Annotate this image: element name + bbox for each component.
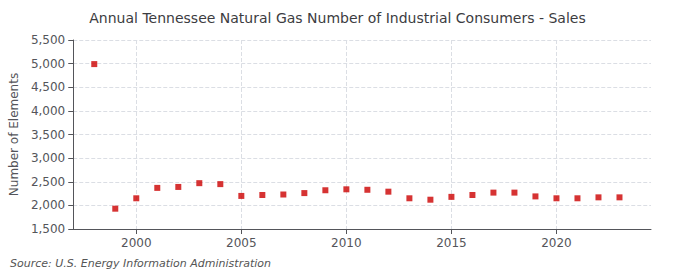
- svg-text:2020: 2020: [541, 236, 572, 250]
- svg-text:2000: 2000: [121, 236, 152, 250]
- svg-text:Number of Elements: Number of Elements: [7, 73, 21, 196]
- svg-text:2010: 2010: [331, 236, 362, 250]
- svg-text:3,500: 3,500: [31, 128, 65, 142]
- svg-text:2015: 2015: [436, 236, 467, 250]
- svg-text:2,500: 2,500: [31, 175, 65, 189]
- svg-text:3,000: 3,000: [31, 151, 65, 165]
- svg-text:1,500: 1,500: [31, 222, 65, 236]
- svg-text:4,500: 4,500: [31, 80, 65, 94]
- svg-text:Annual Tennessee Natural Gas N: Annual Tennessee Natural Gas Number of I…: [89, 10, 585, 26]
- svg-text:4,000: 4,000: [31, 104, 65, 118]
- svg-text:5,000: 5,000: [31, 57, 65, 71]
- svg-text:5,500: 5,500: [31, 33, 65, 47]
- svg-text:Source: U.S. Energy Informatio: Source: U.S. Energy Information Administ…: [10, 257, 271, 270]
- svg-text:2,000: 2,000: [31, 198, 65, 212]
- svg-text:2005: 2005: [226, 236, 257, 250]
